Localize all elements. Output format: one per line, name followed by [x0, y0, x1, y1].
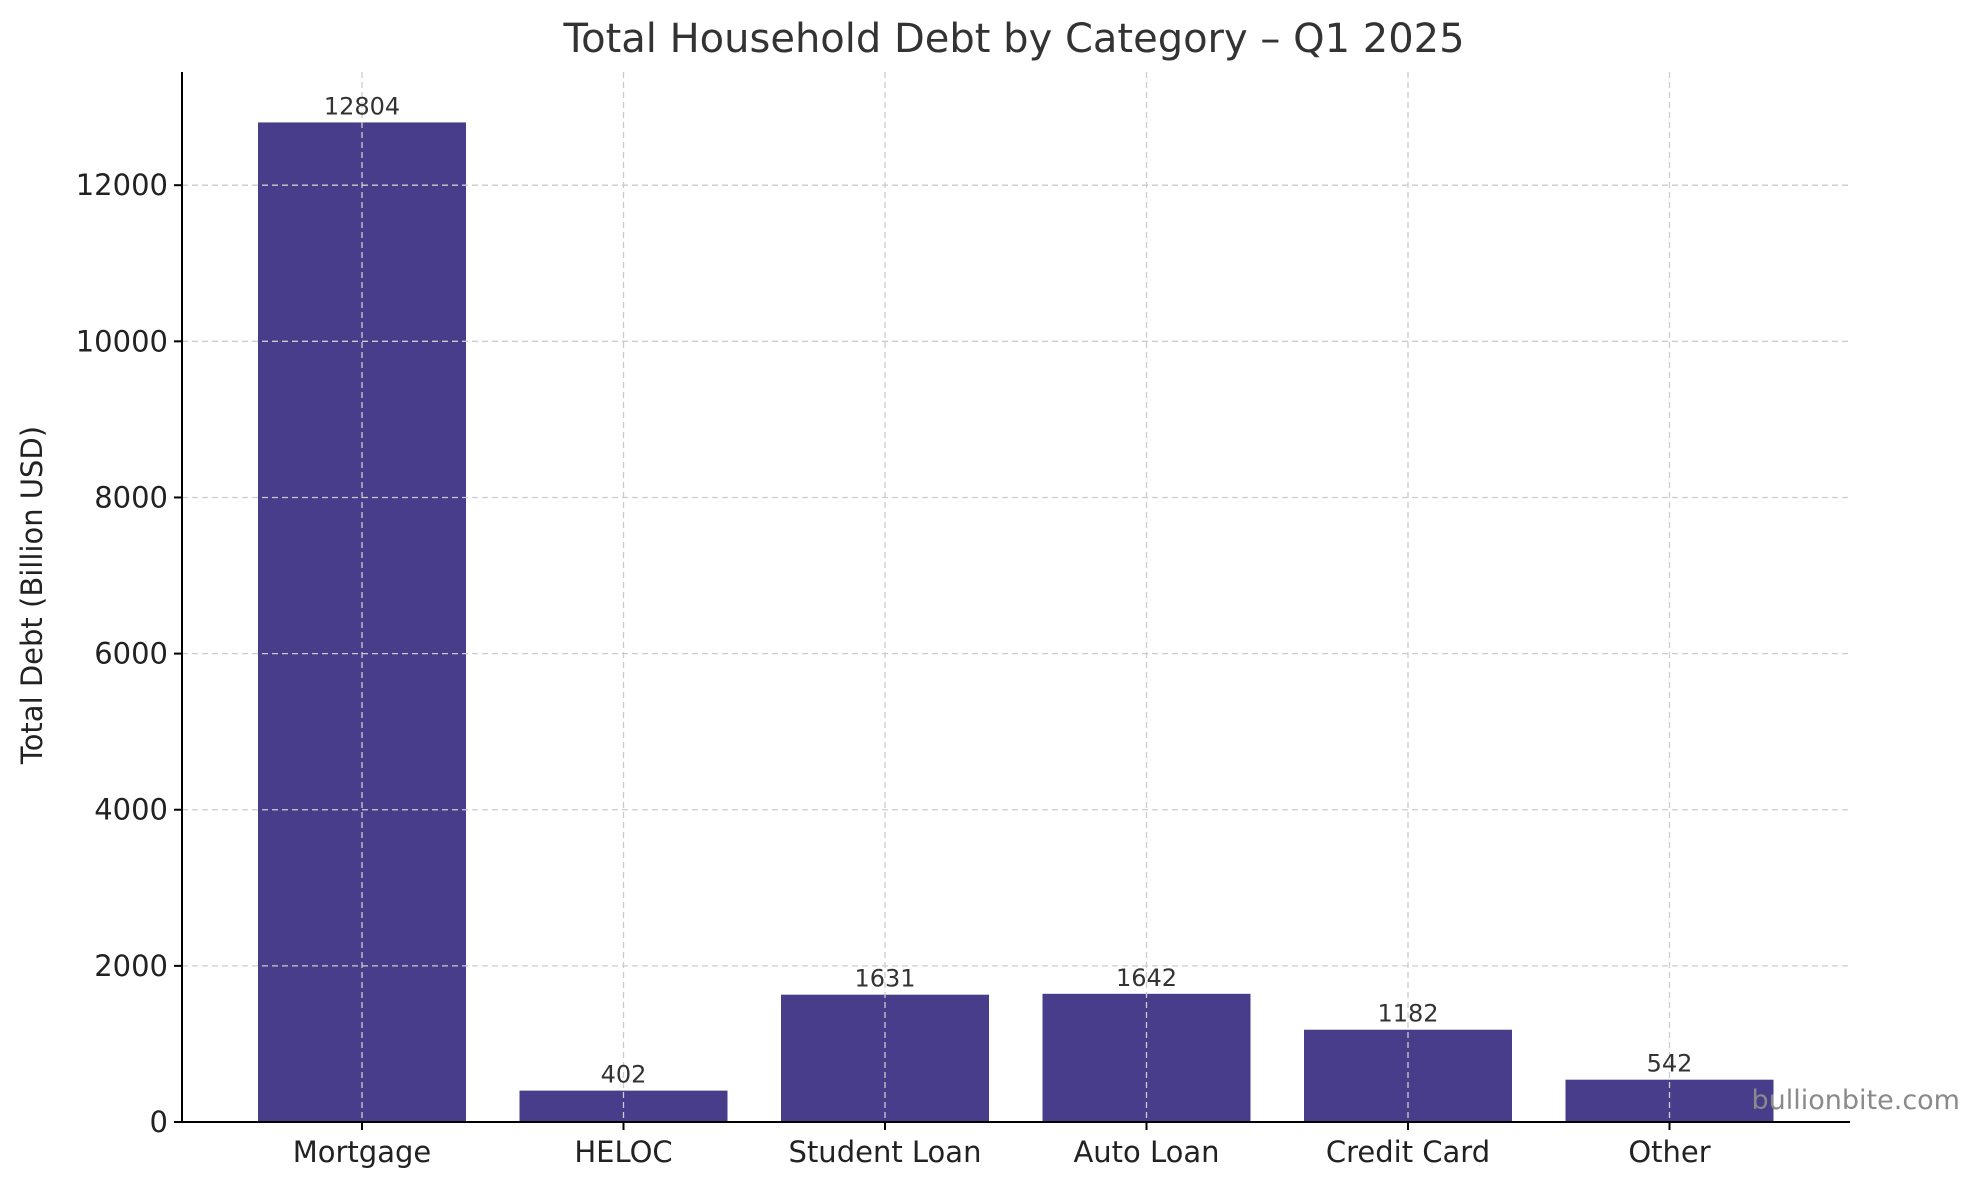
labels: 0 2000 4000 6000 8000 10000 12000 Mortgage 12804…: [76, 92, 1711, 1169]
data-label: 1631: [854, 965, 915, 993]
y-tick-label: 2000: [94, 949, 168, 983]
x-tick-label: Student Loan: [789, 1135, 982, 1169]
y-tick-label: 4000: [94, 793, 168, 827]
chart-title: Total Household Debt by Category – Q1 20…: [562, 16, 1464, 62]
data-label: 402: [601, 1061, 647, 1089]
y-tick-label: 0: [150, 1105, 168, 1139]
y-tick-label: 8000: [94, 480, 168, 514]
y-tick-label: 6000: [94, 637, 168, 671]
watermark: bullionbite.com: [1752, 1085, 1960, 1116]
bars: [258, 122, 1774, 1123]
data-label: 1182: [1377, 1000, 1438, 1028]
x-tick-label: Credit Card: [1326, 1135, 1490, 1169]
data-label: 1642: [1116, 964, 1177, 992]
axes: [174, 72, 1850, 1130]
y-axis-label: Total Debt (Billion USD): [15, 426, 49, 765]
x-tick-label: HELOC: [574, 1135, 672, 1169]
y-tick-label: 10000: [76, 324, 168, 358]
grid: [182, 72, 1850, 1122]
x-tick-label: Mortgage: [293, 1135, 432, 1169]
x-tick-label: Auto Loan: [1073, 1135, 1219, 1169]
y-tick-label: 12000: [76, 168, 168, 202]
x-tick-label: Other: [1628, 1135, 1710, 1169]
data-label: 12804: [324, 92, 400, 120]
data-label: 542: [1647, 1050, 1693, 1078]
